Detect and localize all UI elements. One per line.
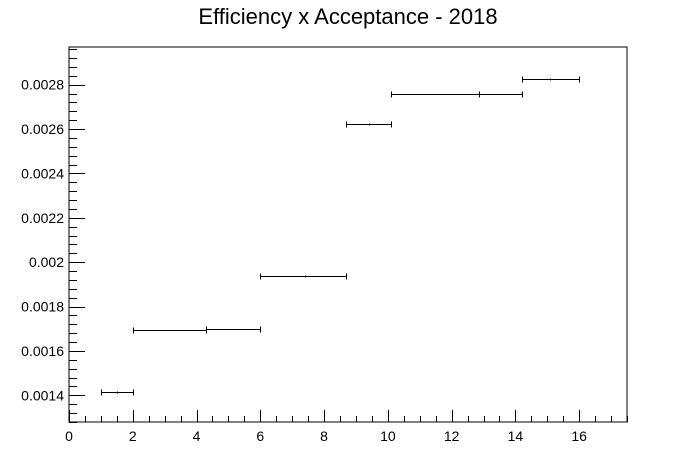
data-series [101, 76, 580, 396]
data-point [260, 273, 347, 280]
x-tick-label: 12 [444, 428, 460, 444]
data-point [206, 326, 261, 333]
y-tick-label: 0.002 [29, 254, 64, 270]
y-tick-label: 0.0026 [21, 121, 64, 137]
x-tick-label: 6 [256, 428, 264, 444]
data-point [479, 91, 523, 98]
x-tick-label: 10 [380, 428, 396, 444]
y-axis: 0.0014 0.0016 0.0018 0.002 0.0022 0.0024 0.002… [21, 49, 85, 423]
x-axis: 0 2 4 6 8 10 12 14 16 [65, 410, 628, 444]
chart-title: Efficiency x Acceptance - 2018 [198, 4, 497, 29]
x-tick-label: 16 [571, 428, 587, 444]
data-point [133, 327, 207, 334]
data-point [391, 91, 480, 98]
y-tick-label: 0.0018 [21, 299, 64, 315]
data-point [101, 389, 134, 396]
x-tick-label: 2 [129, 428, 137, 444]
x-tick-label: 4 [193, 428, 201, 444]
y-tick-label: 0.0022 [21, 210, 64, 226]
y-tick-label: 0.0016 [21, 343, 64, 359]
y-tick-label: 0.0014 [21, 387, 64, 403]
data-point [522, 76, 580, 83]
x-tick-label: 0 [65, 428, 73, 444]
data-point [346, 121, 392, 128]
x-tick-label: 14 [508, 428, 524, 444]
y-tick-label: 0.0028 [21, 77, 64, 93]
x-tick-label: 8 [320, 428, 328, 444]
plot-frame [68, 46, 628, 423]
y-tick-label: 0.0024 [21, 165, 64, 181]
